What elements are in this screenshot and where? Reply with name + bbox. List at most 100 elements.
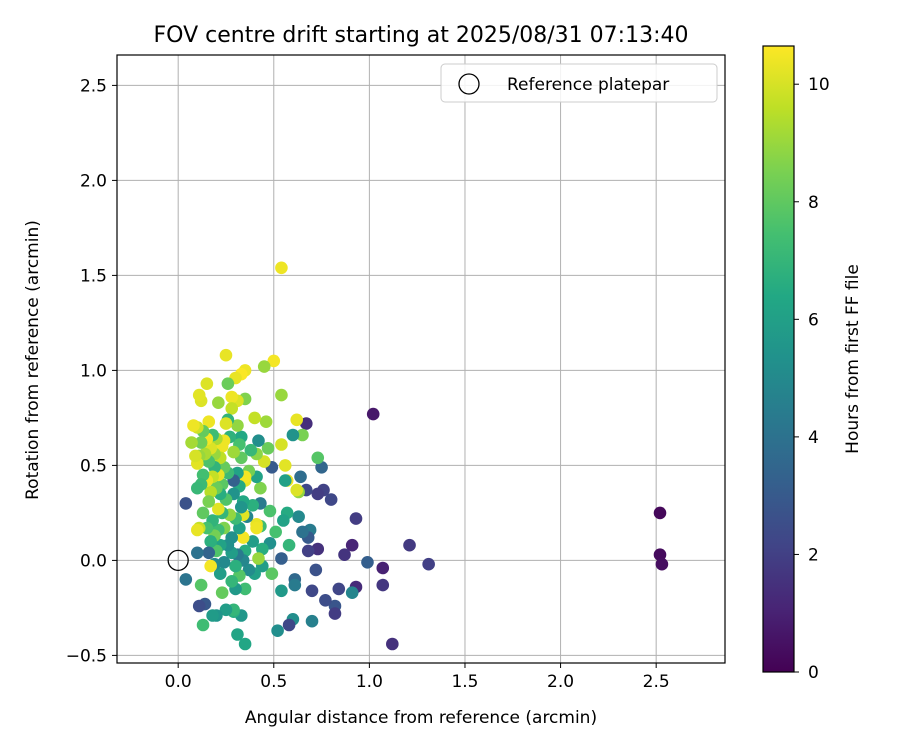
data-point-42 [288, 578, 302, 592]
x-tick-label-0: 0.0 [165, 672, 192, 692]
data-point-21 [315, 461, 328, 474]
data-point-38 [290, 413, 304, 427]
data-point-10 [345, 538, 359, 552]
legend-reference-marker [458, 73, 480, 95]
data-point-110 [231, 628, 244, 641]
data-point-60 [265, 567, 279, 580]
data-point-18 [319, 594, 332, 607]
data-point-45 [282, 538, 296, 552]
data-point-92 [238, 637, 252, 651]
data-point-0 [653, 506, 667, 520]
data-point-162 [206, 609, 219, 622]
x-tick-label-1: 0.5 [260, 672, 287, 692]
data-point-164 [204, 485, 217, 499]
data-point-132 [219, 417, 233, 430]
x-tick-label-4: 2.0 [547, 672, 574, 692]
data-point-72 [252, 552, 265, 565]
data-point-166 [204, 559, 217, 573]
x-tick-label-3: 1.5 [451, 672, 478, 692]
ticks-layer: 0.0 0.5 1.0 1.5 2.0 2.5 −0.5 0.0 0.5 1.0 1.5 2.0 2.5 [66, 76, 670, 692]
data-point-138 [217, 556, 231, 569]
data-point-184 [194, 578, 208, 592]
colorbar-tick-label-1: 2 [808, 545, 819, 565]
data-point-24 [311, 542, 325, 556]
data-point-54 [275, 552, 288, 565]
data-point-22 [311, 451, 325, 465]
data-point-34 [294, 470, 307, 484]
data-point-56 [271, 624, 284, 637]
data-point-197 [179, 497, 193, 510]
data-point-15 [332, 582, 346, 596]
y-tick-label-3: 1.0 [80, 361, 107, 381]
data-point-62 [263, 504, 277, 518]
data-point-91 [238, 582, 252, 596]
data-point-194 [189, 449, 202, 463]
y-tick-label-2: 0.5 [80, 456, 107, 476]
data-point-78 [248, 411, 261, 425]
data-point-7 [422, 557, 435, 571]
data-point-146 [213, 567, 227, 580]
data-point-8 [376, 578, 390, 592]
data-point-124 [225, 575, 239, 588]
data-point-67 [256, 542, 269, 556]
x-tick-label-5: 2.5 [643, 672, 670, 692]
data-point-33 [296, 428, 309, 442]
x-axis-label: Angular distance from reference (arcmin) [245, 708, 597, 728]
colorbar-ticks: 0 2 4 6 8 10 [794, 75, 830, 683]
colorbar-label: Hours from first FF file [843, 264, 863, 454]
data-point-100 [234, 500, 248, 514]
data-point-57 [269, 525, 282, 539]
data-point-178 [196, 468, 210, 482]
data-point-5 [386, 637, 399, 651]
data-point-1 [653, 548, 667, 561]
data-point-3 [366, 407, 380, 421]
data-point-180 [196, 618, 210, 632]
data-point-27 [305, 614, 319, 628]
data-point-185 [192, 388, 206, 402]
y-tick-label-4: 1.5 [80, 266, 107, 286]
data-point-82 [244, 443, 258, 457]
data-point-195 [187, 419, 200, 432]
data-point-63 [261, 442, 275, 455]
data-point-115 [227, 445, 240, 459]
data-point-39 [290, 483, 304, 497]
data-point-142 [215, 586, 229, 599]
data-point-58 [267, 354, 281, 368]
plot-frame [116, 54, 726, 664]
data-point-55 [275, 584, 288, 598]
data-point-192 [191, 523, 204, 537]
data-point-182 [194, 436, 208, 449]
colorbar-gradient [762, 45, 795, 673]
data-point-51 [275, 261, 288, 275]
data-point-77 [250, 521, 263, 535]
data-point-14 [345, 586, 359, 599]
colorbar: 0 2 4 6 8 10 Hours from first FF file [762, 45, 863, 683]
data-point-93 [236, 531, 250, 544]
data-point-64 [259, 415, 273, 429]
data-point-2 [655, 557, 669, 571]
data-point-80 [246, 535, 260, 548]
data-point-52 [275, 388, 288, 402]
data-point-44 [282, 618, 296, 632]
x-tick-label-2: 1.0 [356, 672, 383, 692]
data-point-198 [179, 573, 193, 586]
data-point-121 [225, 402, 239, 415]
data-point-6 [403, 538, 416, 552]
data-point-19 [324, 493, 338, 506]
data-point-191 [191, 481, 204, 495]
data-point-171 [200, 377, 214, 391]
data-point-127 [221, 377, 235, 391]
data-point-71 [254, 481, 267, 495]
data-point-13 [361, 556, 374, 569]
colorbar-tick-label-3: 6 [808, 310, 819, 330]
data-point-37 [296, 525, 309, 539]
data-point-196 [185, 436, 198, 449]
legend: Reference platepar [440, 63, 718, 103]
data-point-113 [229, 559, 242, 573]
data-point-134 [219, 603, 233, 617]
data-point-165 [204, 535, 217, 548]
data-point-31 [299, 417, 313, 430]
data-point-53 [275, 438, 288, 451]
